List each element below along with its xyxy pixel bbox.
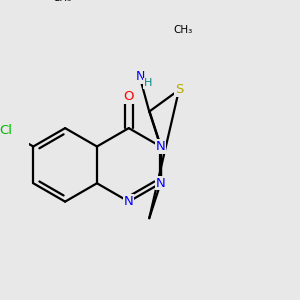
- Text: Cl: Cl: [0, 124, 13, 137]
- Text: N: N: [136, 70, 145, 83]
- Text: CH₃: CH₃: [173, 25, 193, 35]
- Text: N: N: [156, 177, 166, 190]
- Text: CH₃: CH₃: [52, 0, 72, 3]
- Text: N: N: [156, 140, 166, 153]
- Text: N: N: [124, 195, 134, 208]
- Text: N: N: [156, 140, 166, 153]
- Text: H: H: [144, 79, 152, 88]
- Text: O: O: [124, 90, 134, 104]
- Text: S: S: [175, 83, 183, 96]
